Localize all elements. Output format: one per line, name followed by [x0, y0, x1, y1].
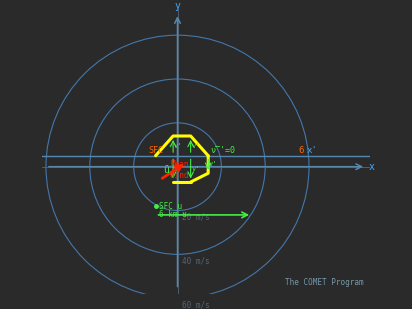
Text: SFC u: SFC u [159, 202, 182, 211]
Text: 6: 6 [298, 146, 303, 154]
Text: v': v' [192, 143, 200, 149]
Text: x: x [368, 162, 374, 172]
Text: Mean
Wind: Mean Wind [171, 160, 189, 180]
Text: v': v' [174, 166, 183, 172]
Text: 6 km u: 6 km u [159, 210, 187, 219]
Text: v': v' [174, 143, 183, 149]
Text: 20 m/s: 20 m/s [182, 213, 210, 222]
Text: v': v' [192, 166, 200, 172]
Text: ν̅'=0: ν̅'=0 [211, 146, 235, 154]
Text: The COMET Program: The COMET Program [285, 278, 364, 287]
Text: 40 m/s: 40 m/s [182, 256, 210, 265]
Text: ū: ū [163, 165, 169, 176]
Text: 60 m/s: 60 m/s [182, 300, 210, 309]
Text: x': x' [307, 146, 318, 154]
Text: v': v' [209, 162, 218, 167]
Text: y: y [175, 1, 180, 11]
Text: SFC: SFC [148, 146, 163, 154]
